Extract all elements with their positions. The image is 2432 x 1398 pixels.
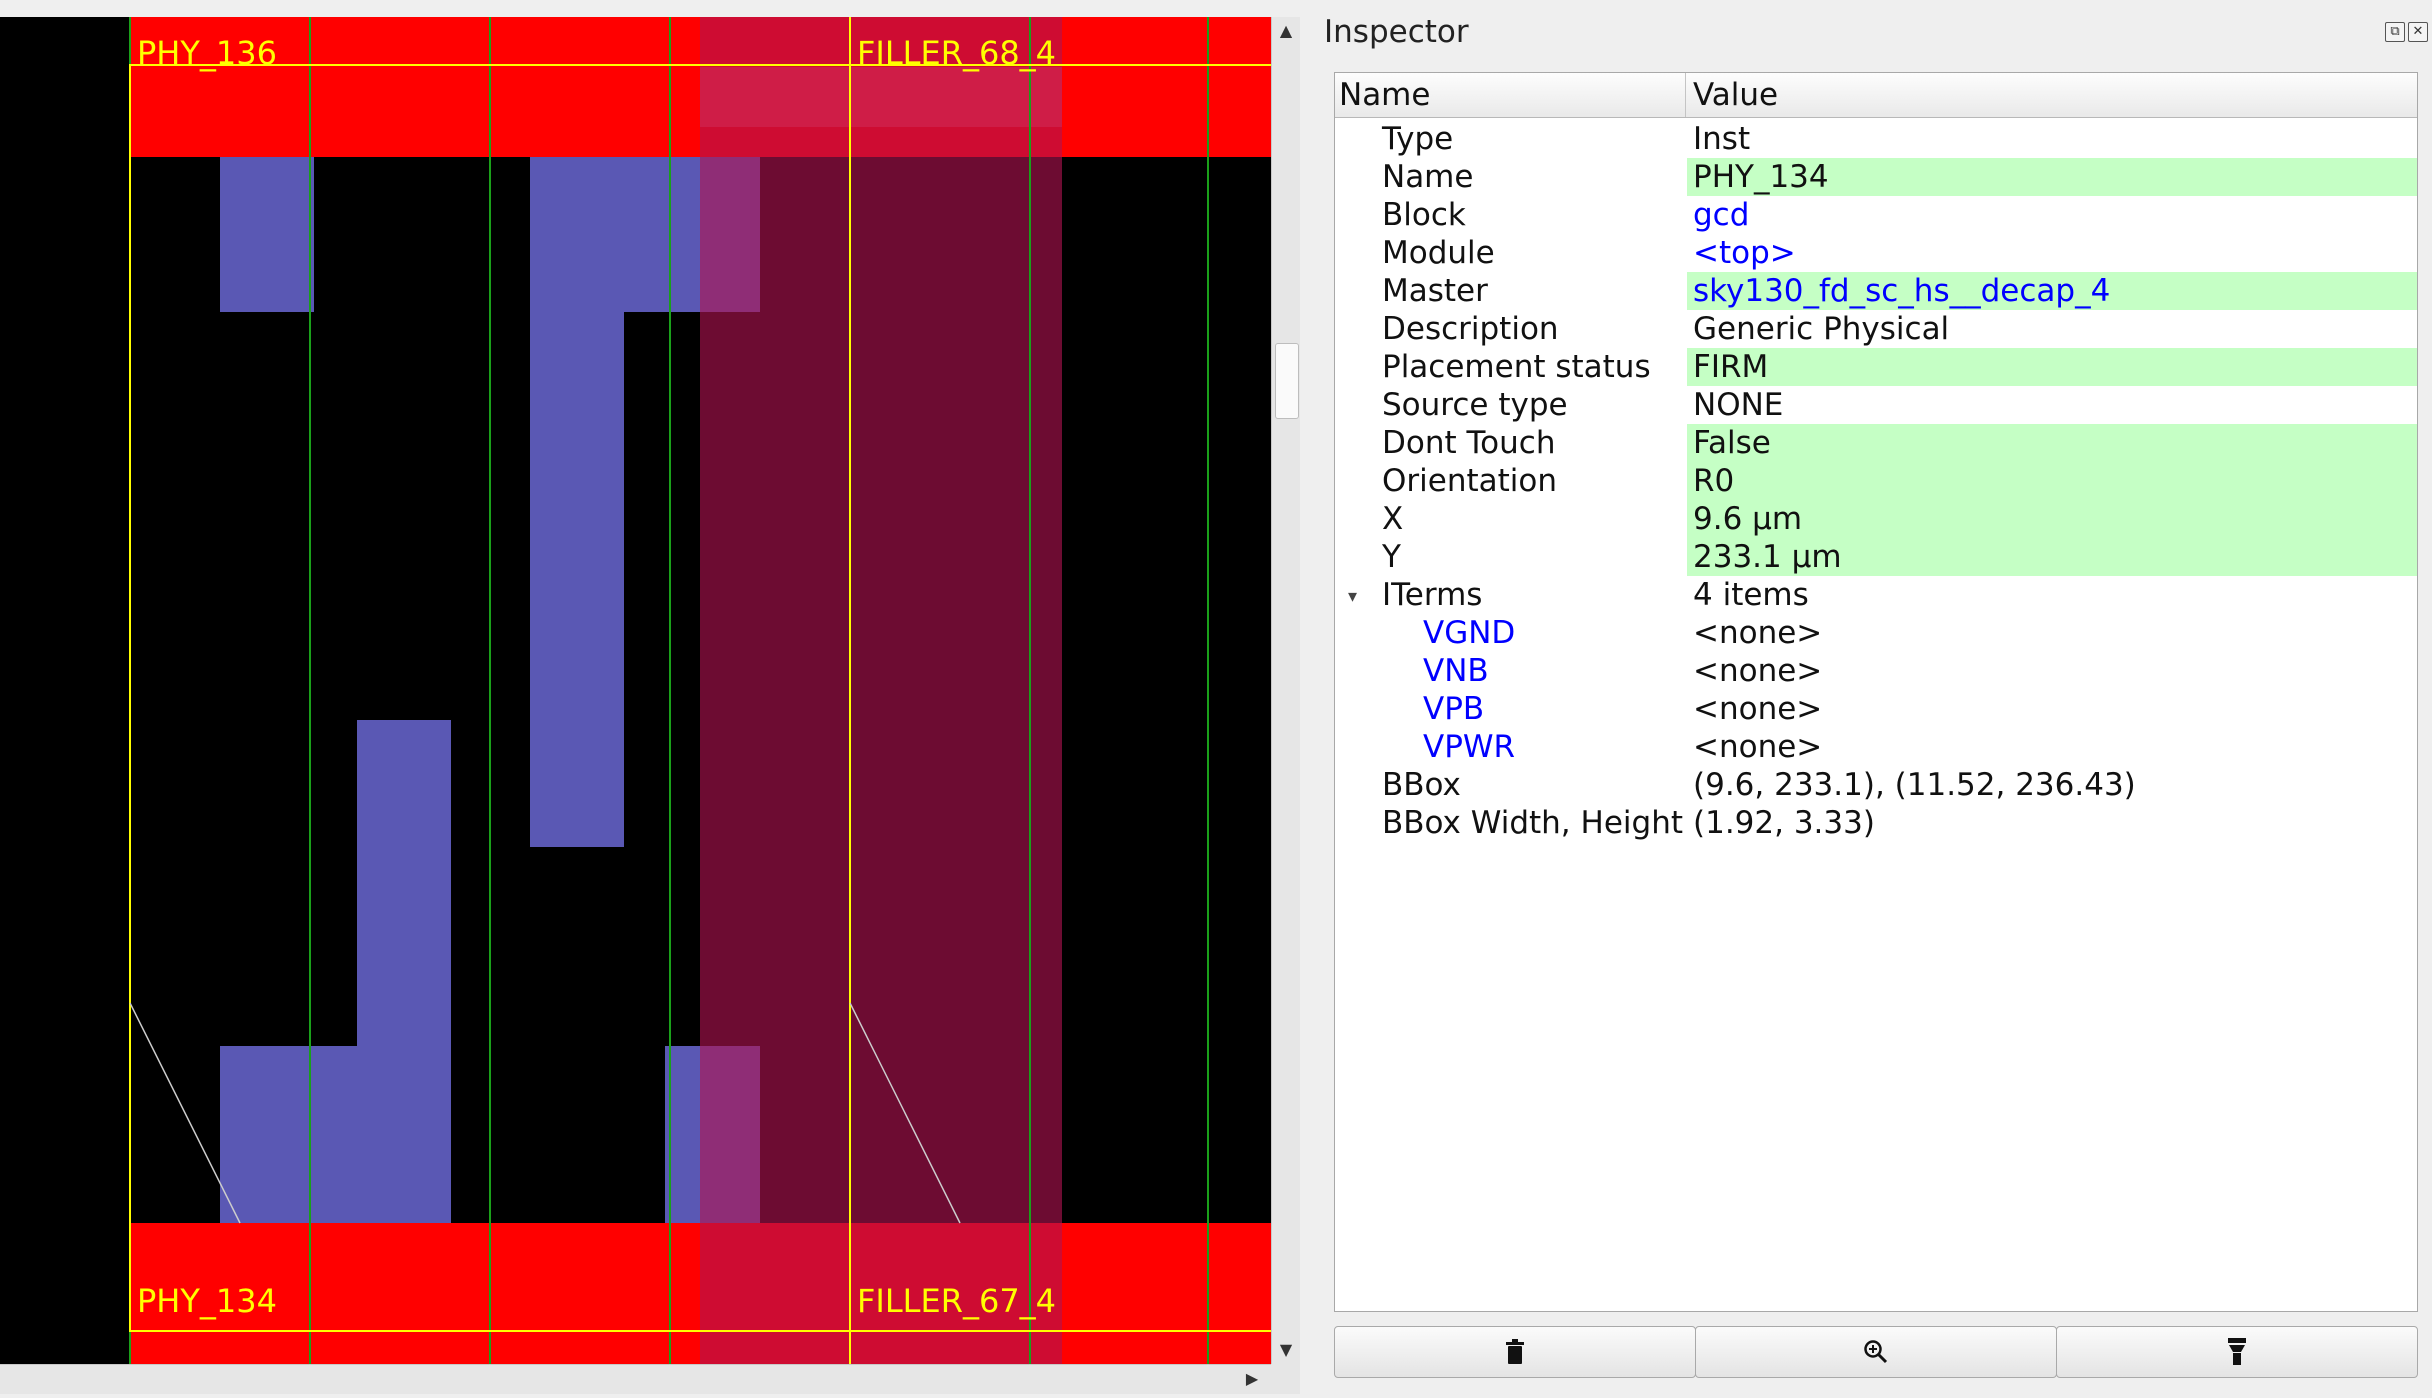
inspector-dock: Inspector ⧉ ✕ Name Value Type Inst Name PHY_… [1300,0,2432,1398]
scroll-right-icon[interactable]: ▶ [1245,1369,1259,1388]
property-value: PHY_134 [1687,158,2417,196]
property-row-placement-status[interactable]: Placement status FIRM [1335,348,2417,386]
metal-shape [220,157,314,312]
scroll-up-icon[interactable]: ▲ [1279,21,1293,40]
property-name: Module [1382,235,1495,271]
property-row-module[interactable]: Module <top> [1335,234,2417,272]
property-name: BBox [1382,767,1461,803]
property-value: FIRM [1687,348,2417,386]
column-header-name[interactable]: Name [1339,77,1431,113]
filler-highlight [700,17,1062,1364]
property-value[interactable]: sky130_fd_sc_hs__decap_4 [1687,272,2417,310]
property-name: Name [1382,159,1474,195]
zoom-in-icon [1864,1340,1888,1364]
property-name: Placement status [1382,349,1651,385]
horizontal-scrollbar[interactable]: ▶ [0,1364,1271,1394]
property-row-description[interactable]: Description Generic Physical [1335,310,2417,348]
tree-header: Name Value [1335,73,2417,118]
property-name: Description [1382,311,1559,347]
orientation-line [129,1002,241,1224]
cell-label-top-right: FILLER_68_4 [857,34,1057,72]
property-row-bbox-1[interactable]: BBox Width, Height (1.92, 3.33) [1335,804,2417,842]
iterm-row-vpwr[interactable]: VPWR <none> [1335,728,2417,766]
property-value: False [1687,424,2417,462]
property-tree[interactable]: Name Value Type Inst Name PHY_134 Block gcd Mo… [1334,72,2418,1312]
vertical-scrollbar[interactable]: ▲ ▼ [1271,17,1301,1364]
metal-shape [530,312,624,847]
property-name: Dont Touch [1382,425,1556,461]
cell-label-top-left: PHY_136 [137,34,277,72]
property-row-source-type[interactable]: Source type NONE [1335,386,2417,424]
left-black-strip-top [0,17,130,157]
property-row-bbox-0[interactable]: BBox (9.6, 233.1), (11.52, 236.43) [1335,766,2417,804]
left-black-strip-bottom [0,1223,130,1364]
property-value: 233.1 μm [1687,538,2417,576]
metal-shape [220,1046,451,1223]
action-bar [1334,1326,2418,1378]
vertical-scroll-thumb[interactable] [1275,343,1299,419]
column-header-value[interactable]: Value [1693,77,1779,113]
iterm-row-vnb[interactable]: VNB <none> [1335,652,2417,690]
property-row-dont-touch[interactable]: Dont Touch False [1335,424,2417,462]
property-row-type[interactable]: Type Inst [1335,120,2417,158]
property-value: 9.6 μm [1687,500,2417,538]
filler-highlight-band [700,67,1062,127]
property-value: (1.92, 3.33) [1693,805,1875,841]
zoom-to-button[interactable] [1695,1326,2057,1378]
property-row-block[interactable]: Block gcd [1335,196,2417,234]
scroll-down-icon[interactable]: ▼ [1279,1340,1293,1359]
delete-button[interactable] [1334,1326,1696,1378]
property-value: <none> [1693,691,1823,727]
property-name: ITerms [1382,577,1483,613]
property-name[interactable]: VPB [1423,691,1485,727]
property-name: Y [1382,539,1401,575]
property-value: NONE [1693,387,1784,423]
trash-icon [1506,1339,1524,1364]
highlight-icon [2228,1338,2246,1365]
chevron-down-icon[interactable]: ▾ [1348,586,1358,607]
property-name: Orientation [1382,463,1558,499]
property-value: Generic Physical [1693,311,1950,347]
cell-label-bottom-right: FILLER_67_4 [857,1282,1057,1320]
float-icon[interactable]: ⧉ [2385,22,2405,42]
property-row-orientation[interactable]: Orientation R0 [1335,462,2417,500]
column-separator[interactable] [1685,73,1686,117]
property-value[interactable]: <top> [1693,235,1796,271]
property-name[interactable]: VGND [1423,615,1516,651]
dock-buttons: ⧉ ✕ [2382,20,2428,42]
tree-rows: Type Inst Name PHY_134 Block gcd Module <top> Ma… [1335,118,2417,842]
property-value: (9.6, 233.1), (11.52, 236.43) [1693,767,2136,803]
property-name: X [1382,501,1404,537]
property-value: 4 items [1693,577,1809,613]
property-value: <none> [1693,729,1823,765]
scroll-corner [1271,1364,1301,1394]
highlight-button[interactable] [2056,1326,2418,1378]
property-value: <none> [1693,615,1823,651]
cell-label-bottom-left: PHY_134 [137,1282,277,1320]
property-value: Inst [1693,121,1751,157]
property-value[interactable]: gcd [1693,197,1750,233]
iterm-row-vpb[interactable]: VPB <none> [1335,690,2417,728]
property-name: Block [1382,197,1466,233]
property-value: <none> [1693,653,1823,689]
property-name[interactable]: VNB [1423,653,1489,689]
property-row-y[interactable]: Y 233.1 μm [1335,538,2417,576]
inspector-title: Inspector [1324,14,1469,50]
property-row-name[interactable]: Name PHY_134 [1335,158,2417,196]
layout-canvas[interactable] [0,17,1271,1364]
layout-view[interactable]: PHY_136 FILLER_68_4 PHY_134 FILLER_67_4 [0,17,1271,1364]
property-name: Source type [1382,387,1568,423]
property-row-master[interactable]: Master sky130_fd_sc_hs__decap_4 [1335,272,2417,310]
property-name: Master [1382,273,1488,309]
property-name[interactable]: VPWR [1423,729,1516,765]
property-value: R0 [1687,462,2417,500]
property-name: BBox Width, Height [1382,805,1683,841]
property-row-iterms[interactable]: ▾ ITerms 4 items [1335,576,2417,614]
property-name: Type [1382,121,1454,157]
close-icon[interactable]: ✕ [2408,22,2428,42]
orientation-line [849,1002,961,1224]
iterm-row-vgnd[interactable]: VGND <none> [1335,614,2417,652]
property-row-x[interactable]: X 9.6 μm [1335,500,2417,538]
